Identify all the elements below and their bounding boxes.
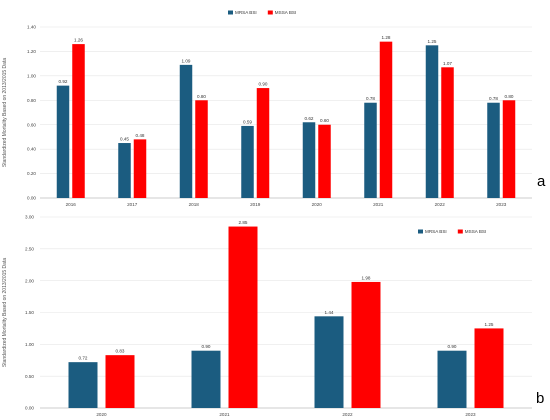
data-label: 0.45: [120, 137, 129, 142]
data-label: 1.09: [182, 58, 191, 63]
x-tick-label: 2017: [127, 202, 138, 207]
data-label: 1.25: [485, 322, 494, 327]
x-tick-label: 2021: [373, 202, 384, 207]
x-tick-label: 2022: [435, 202, 446, 207]
data-label: 1.28: [382, 35, 391, 40]
data-label: 0.80: [197, 94, 206, 99]
bar-mrsa-bsi: [364, 102, 377, 198]
data-label: 0.78: [489, 96, 498, 101]
y-tick-label: 1.00: [25, 342, 34, 347]
x-tick-label: 2023: [496, 202, 507, 207]
bar-mssa-bsi: [72, 44, 85, 198]
bar-mssa-bsi: [474, 328, 504, 408]
x-tick-label: 2019: [250, 202, 261, 207]
bar-mrsa-bsi: [437, 350, 467, 408]
data-label: 1.44: [325, 310, 334, 315]
y-tick-label: 0.00: [27, 196, 36, 201]
bar-mssa-bsi: [441, 67, 454, 198]
bar-mssa-bsi: [502, 100, 516, 198]
data-label: 1.26: [74, 38, 83, 43]
data-label: 0.62: [305, 116, 314, 121]
data-label: 0.60: [320, 118, 329, 123]
y-tick-label: 0.60: [27, 122, 36, 127]
bar-mssa-bsi: [133, 139, 147, 198]
data-label: 0.72: [79, 356, 88, 361]
bar-mrsa-bsi: [191, 350, 221, 408]
bar-mrsa-bsi: [241, 125, 254, 198]
data-label: 1.25: [428, 39, 437, 44]
bar-mrsa-bsi: [425, 45, 439, 199]
data-label: 0.48: [136, 133, 145, 138]
bar-mrsa-bsi: [68, 362, 98, 408]
y-axis-title: Standardized Mortality Based on 2013/201…: [2, 258, 8, 367]
chart-panel-b: 0.00 0.50 1.00 1.50 2.00 2.50 3.00 Standardized…: [2, 215, 544, 417]
y-tick-label: 1.50: [25, 310, 34, 315]
data-label: 0.83: [116, 349, 125, 354]
bar-mssa-bsi: [105, 355, 135, 408]
legend-label: MRSA BSI: [235, 10, 257, 15]
x-tick-label: 2021: [219, 412, 230, 417]
bar-mrsa-bsi: [56, 85, 70, 198]
bar-mssa-bsi: [195, 100, 208, 198]
data-label: 2.85: [239, 220, 248, 225]
y-tick-label: 1.20: [27, 49, 36, 54]
bar-mssa-bsi: [318, 124, 331, 198]
legend-label: MSSA BSI: [465, 229, 486, 234]
data-label: 0.59: [243, 119, 252, 124]
y-tick-label: 2.00: [25, 278, 34, 283]
x-tick-label: 2023: [465, 412, 476, 417]
x-tick-label: 2020: [96, 412, 107, 417]
y-tick-label: 1.40: [27, 25, 36, 30]
x-tick-label: 2018: [189, 202, 200, 207]
y-tick-label: 2.50: [25, 246, 34, 251]
data-label: 0.92: [59, 79, 68, 84]
bar-mrsa-bsi: [487, 102, 500, 198]
bar-mrsa-bsi: [314, 316, 344, 408]
legend-swatch: [418, 229, 423, 234]
y-tick-label: 1.00: [27, 73, 36, 78]
data-label: 0.80: [505, 94, 514, 99]
bar-mssa-bsi: [351, 281, 381, 408]
bar-mrsa-bsi: [302, 122, 316, 198]
y-tick-label: 0.00: [25, 406, 34, 411]
data-label: 1.07: [443, 61, 452, 66]
data-label: 1.98: [362, 275, 371, 280]
legend-swatch: [457, 229, 463, 234]
y-tick-label: 0.50: [25, 374, 34, 379]
legend-swatch: [267, 10, 273, 15]
x-tick-label: 2016: [66, 202, 77, 207]
data-label: 0.78: [366, 96, 375, 101]
y-axis-title: Standardized Mortality Based on 2013/201…: [2, 58, 8, 167]
legend-label: MSSA BSI: [275, 10, 296, 15]
y-tick-label: 0.20: [27, 171, 36, 176]
bar-mssa-bsi: [256, 88, 270, 198]
bar-mssa-bsi: [379, 41, 393, 199]
bar-mrsa-bsi: [118, 143, 131, 198]
chart-panel-a: 0.00 0.20 0.40 0.60 0.80 1.00 1.20 1.40 Standard…: [2, 10, 546, 207]
bar-mssa-bsi: [228, 226, 258, 408]
y-tick-label: 0.40: [27, 147, 36, 152]
legend-swatch: [228, 10, 233, 15]
data-label: 0.90: [259, 82, 268, 87]
legend-label: MRSA BSI: [425, 229, 447, 234]
panel-label: b: [536, 390, 544, 407]
x-tick-label: 2020: [312, 202, 323, 207]
data-label: 0.90: [202, 344, 211, 349]
y-tick-label: 0.80: [27, 98, 36, 103]
data-label: 0.90: [448, 344, 457, 349]
y-tick-label: 3.00: [25, 215, 34, 220]
panel-label: a: [537, 173, 546, 190]
x-tick-label: 2022: [342, 412, 353, 417]
bar-mrsa-bsi: [179, 64, 193, 198]
